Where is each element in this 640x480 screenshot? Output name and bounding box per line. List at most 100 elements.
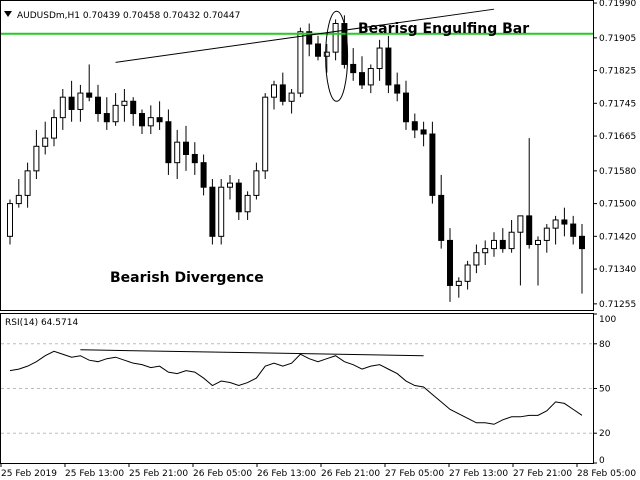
bearish-candle <box>447 239 453 286</box>
bearish-candle <box>156 117 163 123</box>
y-tick-label: 0.71255 <box>599 300 636 310</box>
bullish-candle <box>508 231 515 250</box>
price-y-axis: 0.71990 0.71905 0.71825 0.71745 0.71665 0.715… <box>593 0 636 310</box>
y-tick-label: 0.71665 <box>599 132 636 142</box>
bearish-candle <box>103 113 110 123</box>
bullish-candle <box>7 203 13 237</box>
divergence-annotation: Bearish Divergence <box>110 270 264 286</box>
bearish-candle <box>315 43 321 57</box>
bullish-candle <box>491 239 497 250</box>
bearish-candle <box>209 186 216 237</box>
engulfing-ellipse <box>325 10 349 102</box>
bullish-candle <box>323 51 330 57</box>
bullish-candle <box>244 194 251 213</box>
bullish-candle <box>24 170 31 196</box>
bullish-candle <box>543 227 550 241</box>
bullish-candle <box>517 215 524 233</box>
bullish-candle <box>121 100 128 106</box>
rsi-y-tick-label: 20 <box>599 429 611 439</box>
bullish-candle <box>147 117 154 127</box>
bearish-candle <box>411 121 418 131</box>
rsi-series <box>9 349 583 425</box>
x-tick-label: 27 Feb 13:00 <box>449 469 508 479</box>
bearish-candle <box>130 100 137 115</box>
bearish-candle <box>200 162 207 188</box>
dropdown-icon[interactable] <box>4 11 12 17</box>
bearish-candle <box>191 153 198 164</box>
rsi-grid <box>1 343 593 434</box>
bearish-candle <box>306 31 313 45</box>
trendline <box>115 8 495 63</box>
bearish-candle <box>561 219 568 225</box>
y-tick-label: 0.71340 <box>599 265 636 275</box>
bearish-candle <box>359 72 365 86</box>
bearish-candle <box>579 235 585 250</box>
bearish-candle <box>570 223 577 237</box>
y-tick-label: 0.71905 <box>599 34 636 44</box>
bullish-candle <box>473 252 480 266</box>
bullish-candle <box>455 280 462 286</box>
x-tick-label: 25 Feb 13:00 <box>65 469 124 479</box>
price-overlay <box>1 8 593 102</box>
bearish-candle <box>235 182 242 213</box>
bullish-candle <box>59 96 66 119</box>
x-tick-label: 25 Feb 21:00 <box>129 469 188 479</box>
bearish-candle <box>403 92 409 123</box>
y-tick-label: 0.71420 <box>599 232 636 242</box>
bearish-candle <box>385 47 392 86</box>
chart-header: AUDUSDm,H1 0.70439 0.70458 0.70432 0.704… <box>17 11 240 21</box>
time-x-axis: 25 Feb 2019 25 Feb 13:00 25 Feb 21:00 26 Fe… <box>0 463 636 479</box>
y-tick-label: 0.71825 <box>599 67 636 77</box>
rsi-y-tick-label: 100 <box>599 315 616 325</box>
bullish-candle <box>376 47 383 70</box>
x-tick-label: 27 Feb 05:00 <box>385 469 444 479</box>
rsi-header: RSI(14) 64.5714 <box>5 318 78 328</box>
bearish-candle <box>429 133 436 196</box>
bullish-candle <box>174 141 181 164</box>
bearish-candle <box>438 194 445 241</box>
bullish-candle <box>552 219 559 229</box>
bullish-candle <box>77 92 84 110</box>
bearish-candle <box>165 121 172 164</box>
y-tick-label: 0.71745 <box>599 99 636 109</box>
y-tick-label: 0.71500 <box>599 200 636 210</box>
y-tick-label: 0.71580 <box>599 167 636 177</box>
bullish-candle <box>464 264 471 282</box>
rsi-y-axis: 100 80 50 20 0 <box>593 313 616 466</box>
bearish-candle <box>499 239 506 250</box>
bearish-candle <box>394 84 401 94</box>
engulfing-annotation: Bearisg Engulfing Bar <box>358 21 529 37</box>
bearish-candle <box>526 215 533 246</box>
x-tick-label: 26 Feb 13:00 <box>257 469 316 479</box>
bearish-candle <box>139 113 145 127</box>
rsi-y-tick-label: 0 <box>599 456 605 466</box>
rsi-line <box>9 350 583 425</box>
bullish-candle <box>51 117 57 139</box>
x-tick-label: 26 Feb 05:00 <box>193 469 252 479</box>
x-tick-label: 28 Feb 05:00 <box>577 469 636 479</box>
bullish-candle <box>262 96 269 172</box>
bullish-candle <box>332 23 339 53</box>
x-tick-label: 27 Feb 21:00 <box>513 469 572 479</box>
bearish-candle <box>279 84 286 102</box>
bullish-candle <box>33 145 40 172</box>
rsi-divergence-line <box>80 349 424 357</box>
bullish-candle <box>297 31 304 94</box>
candles <box>7 15 585 302</box>
bullish-candle <box>42 137 49 147</box>
bullish-candle <box>227 182 233 188</box>
x-tick-label: 26 Feb 21:00 <box>321 469 380 479</box>
bullish-candle <box>535 239 541 246</box>
bullish-candle <box>253 170 260 196</box>
bullish-candle <box>367 68 374 86</box>
rsi-y-tick-label: 50 <box>599 385 611 395</box>
bullish-candle <box>112 104 119 123</box>
bearish-candle <box>350 63 357 74</box>
x-tick-label: 25 Feb 2019 <box>1 469 57 479</box>
bearish-candle <box>95 96 101 115</box>
bearish-candle <box>420 129 427 135</box>
bullish-candle <box>288 92 295 102</box>
bullish-candle <box>271 84 277 98</box>
rsi-y-tick-label: 80 <box>599 340 611 350</box>
